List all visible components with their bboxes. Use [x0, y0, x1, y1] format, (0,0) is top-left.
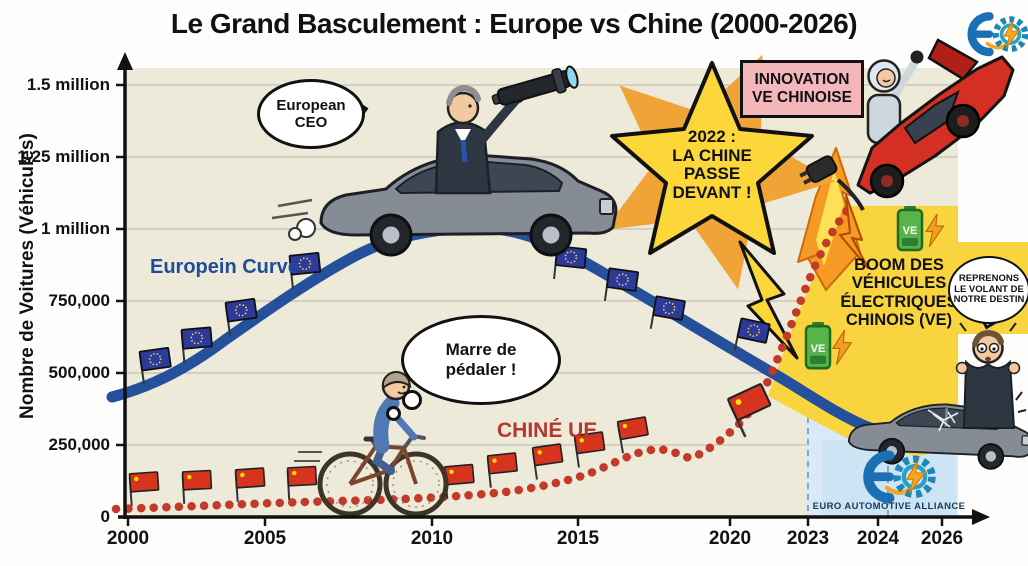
telescope-icon	[491, 65, 579, 106]
star-line: LA CHINE	[672, 145, 752, 165]
exhaust-flame	[839, 194, 869, 269]
china-curve-label: CHINÉ UE	[497, 419, 598, 442]
boom-line: ÉLECTRIQUES	[840, 292, 958, 311]
ceo-speech-bubble: European CEO	[257, 79, 365, 149]
boom-line: VÉHICULES	[851, 274, 947, 293]
chinese-ev-rocket-car-cartoon	[799, 38, 1015, 269]
destiny-text: NOTRE DESTIN	[953, 294, 1025, 306]
x-tick: 2020	[708, 528, 752, 549]
impact-marks	[1015, 391, 1027, 413]
red-car-windshield	[903, 89, 960, 145]
star-line: 2022 :	[687, 127, 737, 146]
innovation-text: VE CHINOISE	[752, 89, 852, 106]
cyclist-cartoon	[294, 371, 449, 517]
y-tick: 1.5 million	[26, 75, 110, 94]
x-tick: 2023	[786, 528, 830, 549]
thought-dot	[402, 390, 422, 410]
china-curve	[111, 203, 854, 514]
exhaust-puff	[288, 227, 302, 241]
battery-label: VE	[811, 343, 826, 355]
thought-dot	[386, 406, 401, 421]
destiny-text: LE VOLANT DE	[954, 283, 1024, 295]
innovation-text: INNOVATION	[754, 71, 850, 89]
battery-label: VE	[903, 225, 918, 237]
destiny-text: REPRENONS	[958, 272, 1020, 284]
ceo-bubble-text: European	[276, 96, 346, 114]
x-tick: 2005	[243, 528, 287, 549]
y-tick: 1.25 million	[17, 147, 110, 166]
cyclist-bubble-text: Marre de	[445, 340, 517, 360]
damaged-sedan-cartoon	[846, 391, 1028, 473]
y-tick: 500,000	[48, 363, 110, 382]
x-tick-marks	[126, 517, 944, 526]
plug-icon	[799, 155, 838, 185]
x-tick: 2026	[920, 528, 964, 549]
ceo-sedan-cartoon	[271, 65, 618, 257]
motion-lines	[294, 451, 322, 462]
y-tick-marks	[116, 83, 125, 447]
cyclist-thought-bubble: Marre de pédaler !	[401, 315, 561, 405]
boom-line: CHINOIS (VE)	[845, 311, 953, 330]
cyclist-cap	[382, 371, 412, 391]
ceo-bubble-text: CEO	[294, 114, 328, 131]
alliance-name: EURO AUTOMOTIVE ALLIANCE	[813, 501, 966, 512]
y-tick: 750,000	[48, 291, 110, 310]
windshield-cracks	[927, 409, 959, 432]
star-tail-bolt	[738, 240, 799, 360]
star-burst-text: 2022 : LA CHINE PASSE DEVANT !	[637, 127, 787, 203]
star-burst-2022	[563, 6, 871, 360]
charging-cord	[836, 178, 865, 211]
x-tick: 2024	[856, 528, 900, 549]
motion-lines	[271, 198, 313, 220]
x-tick: 2000	[106, 528, 150, 549]
destiny-speech-bubble: REPRENONS LE VOLANT DE NOTRE DESTIN	[948, 256, 1028, 324]
chart-title: Le Grand Basculement : Europe vs Chine (…	[170, 8, 858, 39]
boom-text: BOOM DES VÉHICULES ÉLECTRIQUES CHINOIS (…	[820, 256, 978, 330]
boom-line: BOOM DES	[854, 256, 944, 274]
cyclist-torso	[373, 395, 400, 454]
worried-ceo-figure	[955, 319, 1021, 429]
y-tick: 250,000	[48, 435, 110, 454]
europe-curve-label: Europein Curve	[150, 256, 299, 278]
cyclist-bubble-text: pédaler !	[445, 360, 517, 379]
star-line: DEVANT !	[672, 183, 752, 203]
x-tick: 2010	[410, 528, 454, 549]
y-tick: 1 million	[41, 219, 110, 238]
innovation-label-box: INNOVATION VE CHINOISE	[740, 60, 864, 118]
star-line: PASSE	[683, 164, 741, 184]
axes	[116, 52, 990, 526]
y-tick: 0	[100, 507, 110, 526]
european-ceo-figure	[434, 65, 579, 195]
x-tick: 2015	[556, 528, 600, 549]
